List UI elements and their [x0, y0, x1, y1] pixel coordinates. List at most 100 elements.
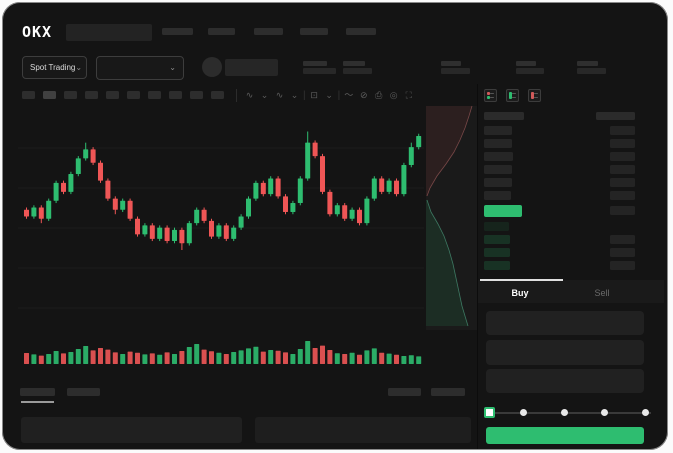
candle-body: [201, 209, 207, 221]
market-type-selector[interactable]: Spot Trading ⌄: [22, 56, 87, 79]
timeframe-button[interactable]: [211, 91, 224, 99]
ask-amount-placeholder[interactable]: [610, 152, 635, 161]
volume-bar: [401, 356, 407, 364]
volume-bar: [312, 348, 318, 364]
bid-price-placeholder[interactable]: [484, 248, 510, 257]
amount-slider-track[interactable]: [489, 412, 651, 414]
volume-bar: [172, 354, 177, 364]
volume-bar: [223, 354, 229, 364]
chevron-down-icon[interactable]: ⌄: [260, 90, 269, 100]
nav-item-placeholder[interactable]: [162, 28, 193, 35]
tab-sell[interactable]: Sell: [594, 288, 610, 298]
volume-bar: [260, 351, 266, 364]
bottom-action-1[interactable]: [388, 388, 421, 396]
coin-avatar: [202, 57, 222, 77]
timeframe-button[interactable]: [85, 91, 98, 99]
bottom-tab-1[interactable]: [20, 388, 55, 396]
ask-amount-placeholder[interactable]: [610, 178, 635, 187]
orders-panel-right: [255, 417, 471, 443]
candle-body: [120, 200, 126, 210]
chevron-down-icon[interactable]: ⌄: [290, 90, 299, 100]
bid-amount-placeholder[interactable]: [610, 235, 635, 244]
volume-bar: [209, 351, 214, 364]
candle-body: [334, 205, 340, 215]
bid-amount-placeholder[interactable]: [610, 248, 635, 257]
book-asks-only-icon[interactable]: [528, 89, 541, 102]
ask-price-placeholder[interactable]: [484, 165, 512, 174]
ask-price-placeholder[interactable]: [484, 139, 512, 148]
bottom-tab-2[interactable]: [67, 388, 100, 396]
ask-amount-placeholder[interactable]: [610, 165, 635, 174]
active-tab-indicator: [480, 279, 563, 281]
ask-price-placeholder[interactable]: [484, 152, 513, 161]
nav-item-placeholder[interactable]: [208, 28, 235, 35]
trendline-icon[interactable]: 〜: [344, 90, 354, 100]
volume-bar: [357, 354, 362, 364]
timeframe-button[interactable]: [43, 91, 56, 99]
timeframe-button[interactable]: [127, 91, 140, 99]
last-price-badge[interactable]: [484, 205, 522, 217]
slider-stop[interactable]: [601, 409, 608, 416]
ask-price-placeholder[interactable]: [484, 126, 512, 135]
line-style-icon[interactable]: ∿: [245, 90, 254, 100]
pair-selector[interactable]: ⌄: [96, 56, 184, 80]
timeframe-button[interactable]: [148, 91, 161, 99]
buy-submit-button[interactable]: [486, 427, 644, 444]
candle-body: [231, 227, 237, 239]
candle-body: [164, 227, 170, 242]
candle-body: [253, 182, 259, 199]
volume-bar: [61, 353, 66, 364]
timeframe-button[interactable]: [106, 91, 119, 99]
candle-body: [290, 203, 296, 212]
total-input[interactable]: [486, 369, 644, 393]
divider: |: [337, 90, 341, 101]
slider-handle[interactable]: [484, 407, 495, 418]
bottom-action-2[interactable]: [431, 388, 465, 396]
slider-stop[interactable]: [520, 409, 527, 416]
snapshot-icon[interactable]: ⎙: [375, 90, 383, 100]
ask-price-placeholder[interactable]: [484, 178, 512, 187]
volume-bar: [231, 352, 237, 364]
bid-amount-placeholder[interactable]: [610, 261, 635, 270]
candle-body: [24, 209, 29, 217]
slider-stop[interactable]: [561, 409, 568, 416]
slider-stop[interactable]: [642, 409, 649, 416]
ask-price-placeholder[interactable]: [484, 191, 511, 200]
volume-bar: [53, 351, 59, 364]
volume-bar: [120, 354, 126, 364]
bid-price-placeholder[interactable]: [484, 235, 510, 244]
timeframe-button[interactable]: [169, 91, 182, 99]
search-placeholder[interactable]: [66, 24, 152, 41]
book-bids-only-icon[interactable]: [506, 89, 519, 102]
amount-input[interactable]: [486, 340, 644, 365]
settings-icon[interactable]: ◎: [389, 90, 398, 100]
book-combined-icon[interactable]: [484, 89, 497, 102]
tab-buy[interactable]: Buy: [511, 288, 529, 298]
ask-amount-placeholder[interactable]: [610, 191, 635, 200]
timeframe-button[interactable]: [64, 91, 77, 99]
timeframe-button[interactable]: [22, 91, 35, 99]
candle-body: [408, 147, 414, 166]
candle-body: [172, 229, 177, 242]
volume-bar: [253, 346, 259, 364]
candle-body: [31, 207, 37, 217]
volume-bar: [416, 356, 422, 364]
indicators-icon[interactable]: ⊡: [310, 90, 318, 100]
candle-type-icon[interactable]: ∿: [275, 90, 284, 100]
nav-item-placeholder[interactable]: [346, 28, 376, 35]
chevron-down-icon[interactable]: ⌄: [325, 90, 333, 100]
timeframe-button[interactable]: [190, 91, 203, 99]
nav-item-placeholder[interactable]: [300, 28, 328, 35]
ask-amount-placeholder[interactable]: [610, 139, 635, 148]
ask-amount-placeholder[interactable]: [610, 126, 635, 135]
bid-price-placeholder[interactable]: [484, 222, 509, 231]
bid-price-placeholder[interactable]: [484, 261, 510, 270]
price-input[interactable]: [486, 311, 644, 335]
volume-bar: [142, 354, 148, 364]
compare-icon[interactable]: ⊘: [359, 90, 368, 100]
fullscreen-icon[interactable]: ⛶: [405, 90, 412, 100]
ask-amount-placeholder[interactable]: [610, 206, 635, 215]
bottom-tab-active-indicator: [21, 401, 54, 403]
nav-item-placeholder[interactable]: [254, 28, 283, 35]
